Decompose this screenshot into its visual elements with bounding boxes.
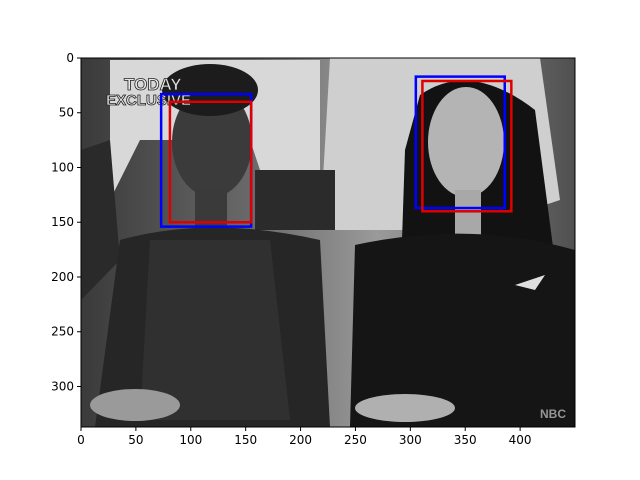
y-tick-label: 100 xyxy=(51,160,74,174)
overlay-text-network: NBC xyxy=(540,407,566,421)
y-tick-label: 50 xyxy=(59,106,74,120)
y-tick-label: 250 xyxy=(51,325,74,339)
x-tick-label: 50 xyxy=(128,433,143,447)
x-tick-label: 0 xyxy=(77,433,85,447)
y-tick-label: 200 xyxy=(51,270,74,284)
bounding-box-2 xyxy=(168,100,253,224)
y-axis: 0 50 100 150 200 250 300 xyxy=(51,51,81,393)
overlay-text-today: TODAY xyxy=(124,75,182,94)
y-tick-label: 150 xyxy=(51,215,74,229)
x-tick-label: 200 xyxy=(289,433,312,447)
bounding-box-3 xyxy=(414,75,506,210)
x-tick-label: 100 xyxy=(179,433,202,447)
x-tick-label: 350 xyxy=(454,433,477,447)
x-tick-label: 250 xyxy=(344,433,367,447)
y-tick-label: 0 xyxy=(66,51,74,65)
x-axis: 0 50 100 150 200 250 300 350 400 xyxy=(77,427,532,447)
bounding-box-4 xyxy=(421,79,513,213)
axes-frame xyxy=(80,57,576,428)
photo-image: TODAY EXCLUSIVE NBC xyxy=(81,58,575,427)
x-tick-label: 400 xyxy=(509,433,532,447)
x-tick-label: 300 xyxy=(399,433,422,447)
y-tick-label: 300 xyxy=(51,379,74,393)
bounding-boxes xyxy=(159,75,513,228)
x-tick-label: 150 xyxy=(234,433,257,447)
